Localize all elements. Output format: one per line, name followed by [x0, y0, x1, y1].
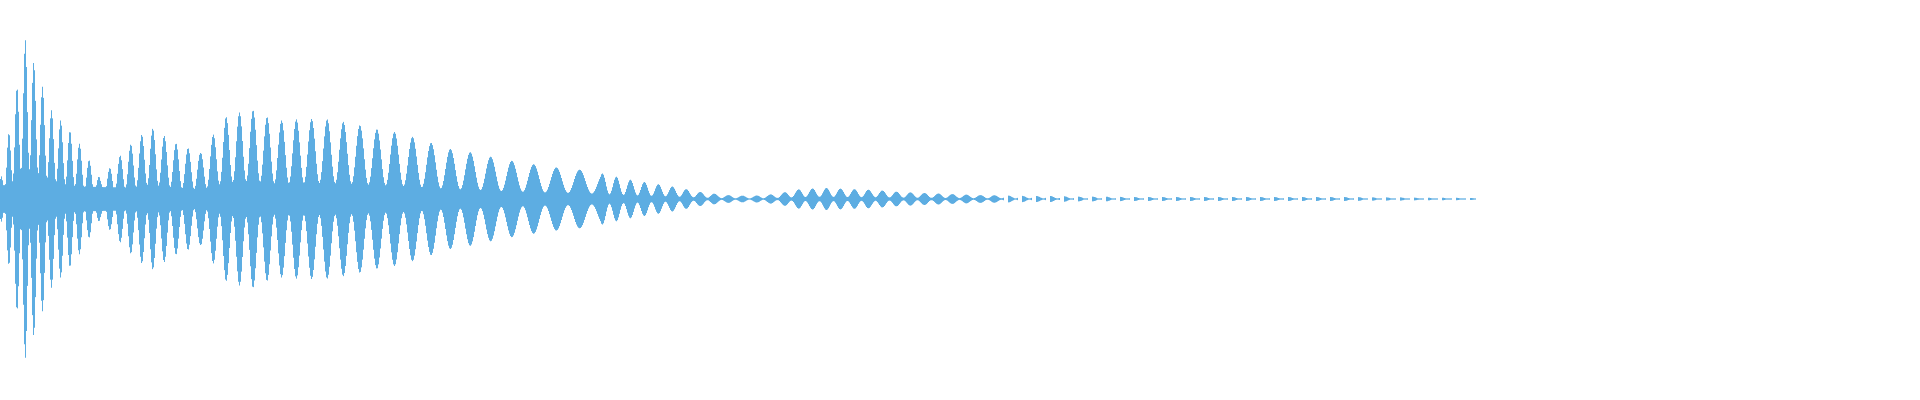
waveform-signal: [0, 40, 1476, 358]
